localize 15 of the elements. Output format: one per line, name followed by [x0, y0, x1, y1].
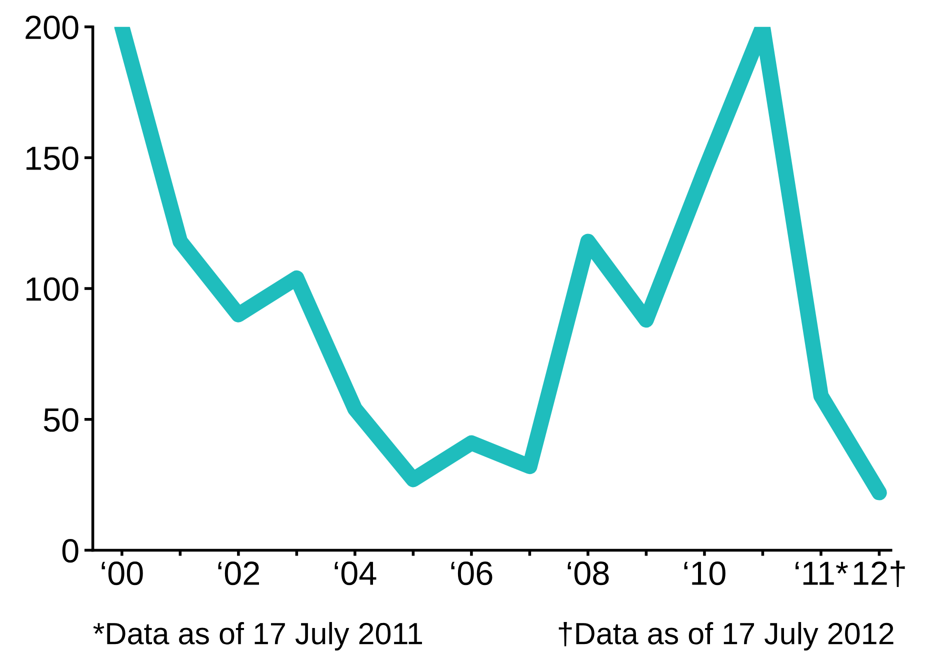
x-tick-label: ‘08 [568, 562, 609, 586]
y-tick-label: 200 [26, 16, 78, 40]
text: †Data as of 17 July 2012 [558, 622, 894, 650]
y-tick-label: 0 [62, 539, 78, 563]
x-tick-label: ‘06 [451, 562, 492, 586]
x-tick-label: ‘00 [102, 562, 143, 586]
x-tick-label: ‘11* [796, 562, 848, 585]
y-tick-label: 150 [26, 146, 78, 170]
y-tick-label: 100 [26, 277, 78, 301]
x-tick-label: ‘02 [218, 562, 260, 586]
x-tick-label: 12† [854, 560, 905, 588]
y-tick-label: 50 [44, 408, 78, 432]
x-tick-label: ‘04 [334, 562, 376, 586]
x-tick-label: ‘10 [684, 562, 726, 586]
text: *Data as of 17 July 2011 [93, 622, 422, 650]
